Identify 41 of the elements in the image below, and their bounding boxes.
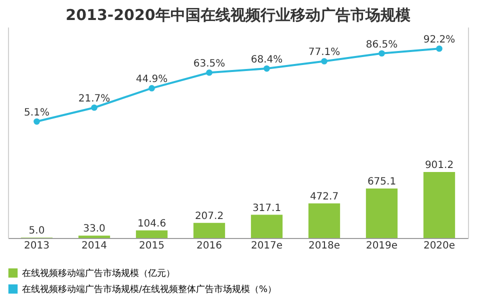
bar [193,222,226,238]
data-label: 86.5% [366,39,398,50]
legend-label: 在线视频移动端广告市场规模/在线视频整体广告市场规模（%） [22,284,277,295]
data-label: 5.1% [24,108,50,119]
x-tick-label: 2015 [139,240,164,252]
data-label: 44.9% [136,74,168,86]
x-tick-label: 2020e [423,240,456,252]
data-label: 33.0 [83,224,106,235]
bar [308,203,340,238]
point [321,58,328,64]
bar [423,172,456,238]
x-tick-label: 2017e [250,240,283,252]
point [378,50,385,57]
legend-label: 在线视频移动端广告市场规模（亿元） [22,268,175,279]
data-label: 472.7 [310,191,339,202]
point [91,104,98,111]
data-label: 63.5% [193,58,226,70]
data-label: 104.6 [137,218,166,230]
point [436,45,442,52]
x-tick-label: 2019e [366,240,398,252]
data-label: 92.2% [423,34,456,46]
data-label: 901.2 [424,160,454,171]
x-tick-label: 2016 [196,240,222,252]
bar [136,230,168,238]
data-label: 5.0 [28,226,45,237]
bar [366,188,398,238]
data-label: 77.1% [308,47,340,58]
x-tick-label: 2013 [24,240,50,252]
point [34,118,40,125]
point [206,69,212,76]
data-label: 68.4% [250,54,283,66]
data-label: 21.7% [78,94,110,105]
x-tick-label: 2014 [82,240,107,252]
point [264,65,270,72]
chart-title: 2013-2020年中国在线视频行业移动广告市场规模 [66,6,412,24]
bar [250,214,283,238]
data-label: 675.1 [367,176,396,188]
x-tick-label: 2018e [308,240,340,252]
data-label: 317.1 [252,202,282,214]
data-label: 207.2 [194,210,224,222]
point [148,85,155,92]
